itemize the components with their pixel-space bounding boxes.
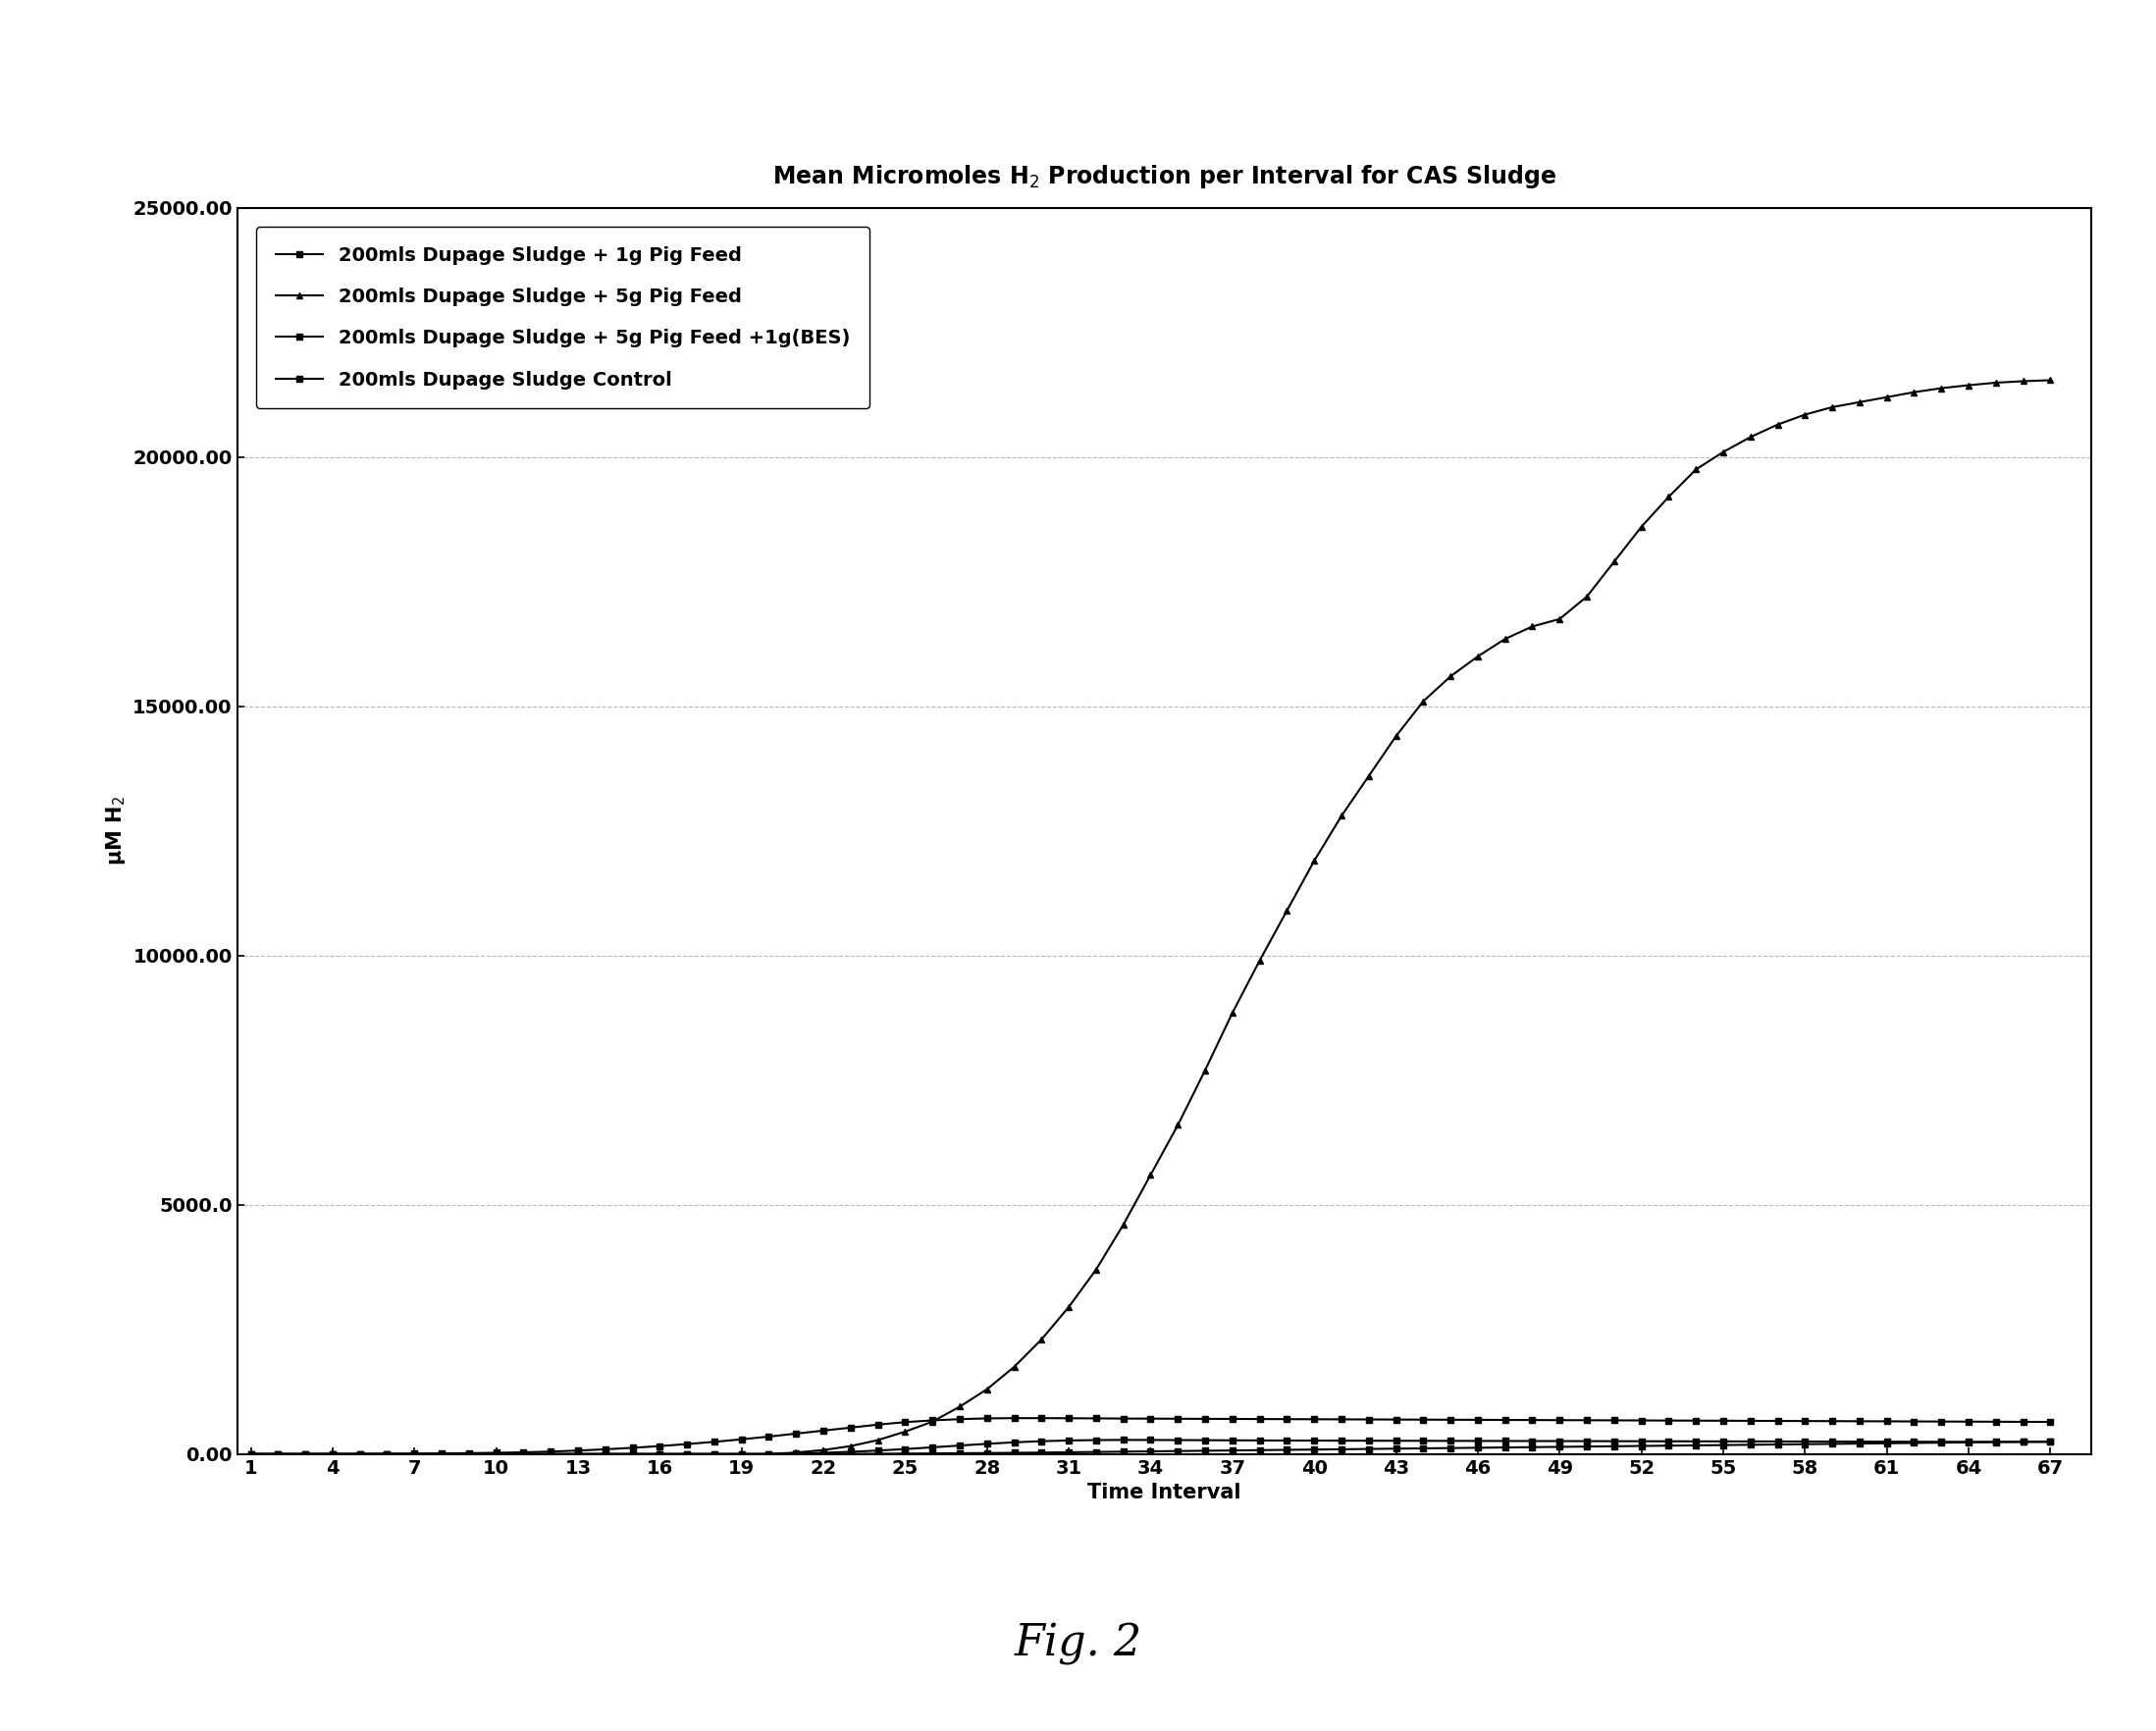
Line: 200mls Dupage Sludge + 5g Pig Feed: 200mls Dupage Sludge + 5g Pig Feed <box>248 377 2055 1458</box>
200mls Dupage Sludge + 5g Pig Feed <box>1602 550 1628 571</box>
200mls Dupage Sludge + 5g Pig Feed <box>511 1444 537 1464</box>
200mls Dupage Sludge + 1g Pig Feed <box>1628 1411 1654 1432</box>
200mls Dupage Sludge Control <box>1927 1432 1953 1452</box>
200mls Dupage Sludge + 5g Pig Feed +1g(BES) <box>1628 1432 1654 1452</box>
200mls Dupage Sludge + 5g Pig Feed +1g(BES) <box>237 1444 263 1464</box>
200mls Dupage Sludge + 5g Pig Feed +1g(BES) <box>975 1433 1000 1454</box>
200mls Dupage Sludge Control <box>237 1444 263 1464</box>
Text: Fig. 2: Fig. 2 <box>1013 1624 1143 1665</box>
Y-axis label: μM H$_2$: μM H$_2$ <box>103 796 127 866</box>
200mls Dupage Sludge + 5g Pig Feed <box>975 1380 1000 1400</box>
200mls Dupage Sludge + 5g Pig Feed <box>1056 1297 1082 1317</box>
200mls Dupage Sludge + 5g Pig Feed <box>1927 377 1953 398</box>
Line: 200mls Dupage Sludge + 5g Pig Feed +1g(BES): 200mls Dupage Sludge + 5g Pig Feed +1g(B… <box>248 1437 2055 1458</box>
200mls Dupage Sludge + 5g Pig Feed <box>647 1444 673 1464</box>
200mls Dupage Sludge + 5g Pig Feed +1g(BES) <box>1110 1430 1136 1451</box>
200mls Dupage Sludge + 1g Pig Feed <box>1000 1407 1026 1428</box>
200mls Dupage Sludge + 1g Pig Feed <box>2037 1411 2063 1432</box>
200mls Dupage Sludge Control <box>1056 1442 1082 1463</box>
200mls Dupage Sludge + 1g Pig Feed <box>237 1444 263 1464</box>
Legend: 200mls Dupage Sludge + 1g Pig Feed, 200mls Dupage Sludge + 5g Pig Feed, 200mls D: 200mls Dupage Sludge + 1g Pig Feed, 200m… <box>257 227 869 409</box>
200mls Dupage Sludge + 1g Pig Feed <box>1082 1407 1108 1428</box>
200mls Dupage Sludge Control <box>2037 1432 2063 1452</box>
200mls Dupage Sludge Control <box>975 1442 1000 1463</box>
200mls Dupage Sludge + 1g Pig Feed <box>1927 1411 1953 1432</box>
200mls Dupage Sludge Control <box>511 1444 537 1464</box>
200mls Dupage Sludge + 1g Pig Feed <box>975 1407 1000 1428</box>
200mls Dupage Sludge + 5g Pig Feed +1g(BES) <box>511 1444 537 1464</box>
Line: 200mls Dupage Sludge Control: 200mls Dupage Sludge Control <box>248 1438 2053 1458</box>
200mls Dupage Sludge + 5g Pig Feed +1g(BES) <box>1056 1430 1082 1451</box>
200mls Dupage Sludge + 1g Pig Feed <box>457 1442 483 1463</box>
X-axis label: Time Interval: Time Interval <box>1087 1483 1242 1503</box>
200mls Dupage Sludge + 5g Pig Feed <box>2037 370 2063 391</box>
200mls Dupage Sludge + 1g Pig Feed <box>511 1442 537 1463</box>
Title: Mean Micromoles H$_2$ Production per Interval for CAS Sludge: Mean Micromoles H$_2$ Production per Int… <box>772 163 1557 190</box>
200mls Dupage Sludge + 5g Pig Feed +1g(BES) <box>457 1444 483 1464</box>
Line: 200mls Dupage Sludge + 1g Pig Feed: 200mls Dupage Sludge + 1g Pig Feed <box>248 1414 2055 1458</box>
200mls Dupage Sludge Control <box>647 1444 673 1464</box>
200mls Dupage Sludge + 5g Pig Feed <box>237 1444 263 1464</box>
200mls Dupage Sludge + 5g Pig Feed +1g(BES) <box>1927 1432 1953 1452</box>
200mls Dupage Sludge + 5g Pig Feed +1g(BES) <box>2037 1432 2063 1452</box>
200mls Dupage Sludge Control <box>1602 1437 1628 1458</box>
